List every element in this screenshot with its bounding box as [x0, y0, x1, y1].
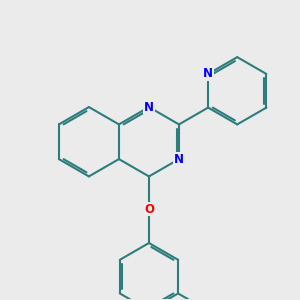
Text: N: N — [144, 100, 154, 114]
Text: N: N — [203, 68, 213, 80]
Text: N: N — [174, 153, 184, 166]
Text: O: O — [144, 203, 154, 216]
